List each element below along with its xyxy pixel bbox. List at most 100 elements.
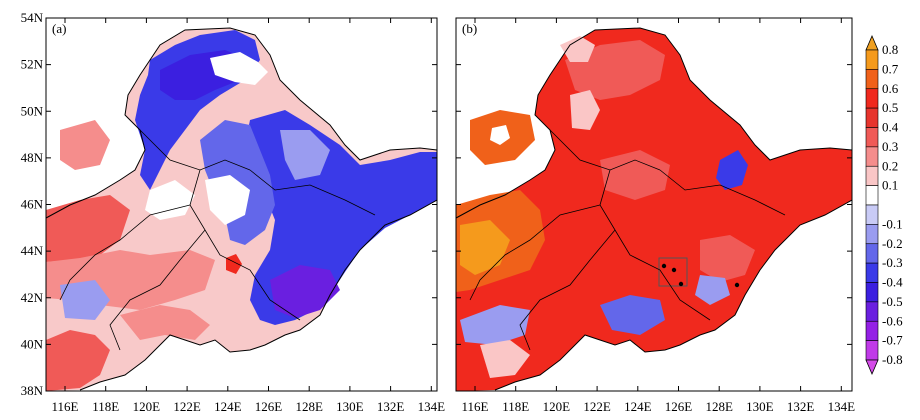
colorbar-swatch xyxy=(865,185,879,206)
field-lightblue-a xyxy=(280,130,330,180)
panel-a-axes: 54N 52N 50N 48N 46N 44N 42N 40N 38N 116E 118E 120E 1… xyxy=(21,10,445,414)
panel-b: (b) 116E 118E 120E 122E 124E 126E 128E 130E 132E… xyxy=(455,17,856,414)
lat-tick-label: 44N xyxy=(21,243,44,258)
field-pink-mid-a xyxy=(120,305,210,340)
colorbar-label: 0.1 xyxy=(882,178,898,193)
lon-tick-label: 124E xyxy=(214,399,242,414)
colorbar-swatch xyxy=(865,243,879,264)
field-purple-south-a xyxy=(270,265,340,318)
lon-tick-label: 124E xyxy=(624,399,652,414)
lon-tick-label: 122E xyxy=(173,399,201,414)
lon-tick-label: 128E xyxy=(705,399,733,414)
colorbar-bottom-arrow xyxy=(865,359,879,376)
lon-tick-label: 120E xyxy=(133,399,161,414)
lon-tick-label: 134E xyxy=(828,399,856,414)
colorbar-label: -0.7 xyxy=(882,333,903,348)
colorbar-label: -0.8 xyxy=(882,352,903,367)
panel-b-axes: 116E 118E 120E 122E 124E 126E 128E 130E 132E 134E xyxy=(456,17,856,414)
field-pink-sw-b xyxy=(480,340,530,378)
lat-tick-label: 42N xyxy=(21,290,44,305)
field-hotspot-a xyxy=(226,254,242,274)
coast-outline-a xyxy=(46,27,437,219)
highlight-box xyxy=(658,257,688,287)
colorbar-swatch xyxy=(865,49,879,70)
field-orange-core-b xyxy=(460,220,510,275)
colorbar-swatch xyxy=(865,204,879,225)
field-pink-north-b xyxy=(570,90,600,130)
field-red-west-a xyxy=(46,195,130,262)
colorbar-label: 0.4 xyxy=(882,120,899,135)
lon-tick-label: 118E xyxy=(92,399,119,414)
field-red-center-b xyxy=(600,150,670,200)
field-lightblue-sw-a xyxy=(60,280,110,320)
colorbar-label: 0.6 xyxy=(882,81,899,96)
field-pink-nb-b xyxy=(560,36,595,62)
colorbar-label: 0.7 xyxy=(882,61,899,76)
lat-tick-label: 38N xyxy=(21,383,44,398)
lon-tick-label: 130E xyxy=(336,399,364,414)
lat-tick-label: 50N xyxy=(21,103,44,118)
lat-tick-label: 40N xyxy=(21,336,44,351)
province-borders-b xyxy=(469,129,786,351)
colorbar-swatch xyxy=(865,146,879,167)
field-red-se-b xyxy=(700,235,755,282)
station-marker xyxy=(734,282,740,288)
field-pink-nw-a xyxy=(60,120,110,170)
lon-tick-label: 126E xyxy=(665,399,693,414)
colorbar-label: -0.1 xyxy=(882,216,903,231)
lon-tick-label: 126E xyxy=(255,399,283,414)
station-marker xyxy=(661,263,667,269)
field-missing-b xyxy=(490,125,510,145)
colorbar-top-arrow xyxy=(865,34,879,51)
colorbar-swatch xyxy=(865,107,879,128)
colorbar-label: -0.5 xyxy=(882,294,903,309)
colorbar-swatch xyxy=(865,320,879,341)
colorbar-label: 0.5 xyxy=(882,100,898,115)
province-borders-a xyxy=(59,129,376,351)
station-marker xyxy=(678,281,684,287)
panel-a: (a) 54N 52N 50N 48N 46N 44N 42N 40N 38N 116E 118E 1… xyxy=(21,10,445,414)
colorbar-label: 0.8 xyxy=(882,42,898,57)
panel-a-field xyxy=(46,27,437,391)
field-lightblue-sw-b xyxy=(460,305,530,345)
colorbar-swatch xyxy=(865,262,879,283)
lon-tick-label: 132E xyxy=(377,399,405,414)
lon-tick-label: 120E xyxy=(543,399,571,414)
colorbar-swatch xyxy=(865,340,879,361)
lon-tick-label: 118E xyxy=(502,399,529,414)
colorbar-swatch xyxy=(865,88,879,109)
field-white-a xyxy=(205,175,250,225)
colorbar-swatch xyxy=(865,69,879,90)
colorbar-label: -0.4 xyxy=(882,275,903,290)
lon-tick-label: 130E xyxy=(746,399,774,414)
lat-tick-label: 54N xyxy=(21,10,44,25)
colorbar-swatch xyxy=(865,165,879,186)
colorbar-label: 0.2 xyxy=(882,158,898,173)
field-lightblue-s-b xyxy=(695,275,730,305)
panel-b-label: (b) xyxy=(462,21,477,36)
lon-tick-label: 122E xyxy=(583,399,611,414)
colorbar-swatch xyxy=(865,301,879,322)
field-blue-ne-b xyxy=(716,150,748,190)
coast-south-b xyxy=(494,199,852,391)
lon-tick-label: 116E xyxy=(462,399,489,414)
coast-south-a xyxy=(79,199,437,391)
colorbar-label: -0.2 xyxy=(882,236,903,251)
lat-tick-label: 48N xyxy=(21,150,44,165)
colorbar-swatch xyxy=(865,127,879,148)
station-marker xyxy=(671,267,677,273)
region-shape-b xyxy=(456,28,852,391)
lon-tick-label: 134E xyxy=(418,399,446,414)
panel-a-label: (a) xyxy=(52,21,66,36)
colorbar-label: -0.3 xyxy=(882,255,903,270)
colorbar-swatch xyxy=(865,282,879,303)
panel-b-field xyxy=(456,27,852,391)
colorbar-label: -0.6 xyxy=(882,313,903,328)
lon-tick-label: 132E xyxy=(787,399,815,414)
coast-outline-b xyxy=(456,27,852,219)
colorbar-label: 0.3 xyxy=(882,139,898,154)
field-white2-a xyxy=(145,180,195,220)
field-blue-sw-b xyxy=(600,295,665,335)
lon-tick-label: 128E xyxy=(295,399,323,414)
